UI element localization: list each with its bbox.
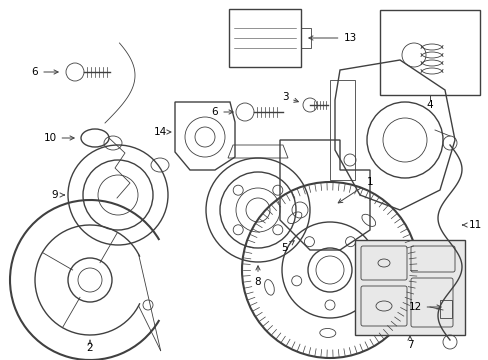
Bar <box>228 9 301 67</box>
Text: 10: 10 <box>43 133 74 143</box>
Text: 9: 9 <box>52 190 64 200</box>
Text: 8: 8 <box>254 266 261 287</box>
Text: 4: 4 <box>426 100 432 110</box>
Text: 6: 6 <box>32 67 58 77</box>
Text: 11: 11 <box>462 220 481 230</box>
Text: 7: 7 <box>406 336 412 350</box>
Text: 1: 1 <box>338 177 372 203</box>
Text: 13: 13 <box>308 33 356 43</box>
Text: 3: 3 <box>281 92 298 102</box>
Bar <box>301 28 310 48</box>
Bar <box>379 10 479 95</box>
Text: 14: 14 <box>153 127 171 137</box>
Text: 5: 5 <box>281 241 294 253</box>
Text: 12: 12 <box>407 302 440 312</box>
Bar <box>354 240 464 335</box>
Text: 6: 6 <box>211 107 233 117</box>
Text: 2: 2 <box>86 340 93 353</box>
Bar <box>439 300 451 318</box>
